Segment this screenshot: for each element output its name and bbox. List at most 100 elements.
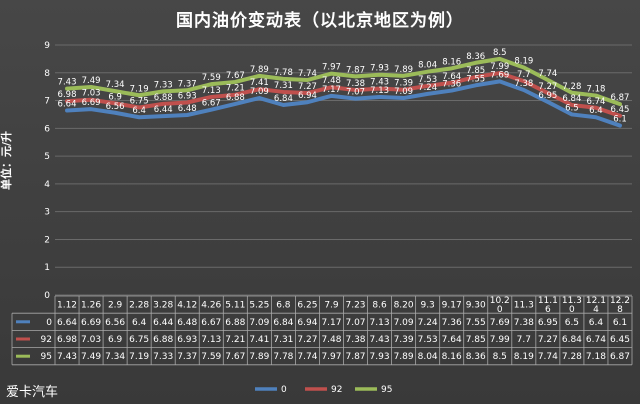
data-label: 7.49 xyxy=(82,76,101,86)
table-cell: 7.17 xyxy=(321,318,341,328)
data-label: 7.97 xyxy=(322,63,341,73)
data-label: 6.98 xyxy=(58,90,77,100)
data-label: 6.69 xyxy=(82,98,101,108)
y-tick-label: 5 xyxy=(44,152,50,162)
series-line-92 xyxy=(65,71,622,118)
data-label: 7.09 xyxy=(394,87,413,97)
table-cell: 7.69 xyxy=(490,318,510,328)
data-label: 7.37 xyxy=(178,79,197,89)
table-cell: 7.87 xyxy=(345,352,365,362)
table-cell: 7.89 xyxy=(249,352,269,362)
table-cell: 7.37 xyxy=(177,352,197,362)
category-label: 4 xyxy=(593,305,599,315)
table-cell: 6.48 xyxy=(177,318,197,328)
data-label: 8.36 xyxy=(466,52,485,62)
table-cell: 6.88 xyxy=(153,335,173,345)
data-label: 7.59 xyxy=(202,73,221,83)
table-cell: 8.16 xyxy=(442,352,462,362)
category-label: 12.1 xyxy=(586,296,606,306)
table-cell: 7.38 xyxy=(345,335,365,345)
table-cell: 6.5 xyxy=(565,318,579,328)
category-label: 0 xyxy=(497,305,503,315)
table-cell: 7.33 xyxy=(153,352,173,362)
series-line-0 xyxy=(65,79,622,128)
category-label: 11.3 xyxy=(562,296,582,306)
data-label: 7.53 xyxy=(418,75,437,85)
table-cell: 6.98 xyxy=(57,335,77,345)
data-label: 6.9 xyxy=(108,92,122,102)
data-label: 7.38 xyxy=(346,79,365,89)
watermark-text: 爱卡汽车 xyxy=(6,385,59,400)
table-cell: 6.56 xyxy=(105,318,125,328)
category-label: 7.9 xyxy=(324,301,339,311)
category-label: 10.2 xyxy=(490,296,510,306)
table-cell: 7.55 xyxy=(466,318,486,328)
category-label: 3.28 xyxy=(153,301,173,311)
category-label: 8 xyxy=(617,305,623,315)
data-label: 7.7 xyxy=(517,70,531,80)
category-label: 12.2 xyxy=(610,296,630,306)
table-cell: 7.19 xyxy=(129,352,149,362)
data-label: 6.88 xyxy=(154,93,173,103)
table-cell: 7.03 xyxy=(81,335,101,345)
table-cell: 7.7 xyxy=(517,335,531,345)
category-label: 8.20 xyxy=(394,301,414,311)
table-cell: 7.78 xyxy=(273,352,293,362)
category-label: 9.3 xyxy=(420,301,434,311)
table-cell: 7.53 xyxy=(418,335,438,345)
data-label: 7.87 xyxy=(346,65,365,75)
data-label: 7.13 xyxy=(202,86,221,96)
data-label: 7.18 xyxy=(586,85,605,95)
table-cell: 7.97 xyxy=(321,352,341,362)
series-line-95 xyxy=(65,56,622,107)
data-label: 8.5 xyxy=(493,48,507,58)
data-label: 7.33 xyxy=(154,80,173,90)
table-cell: 7.09 xyxy=(249,318,269,328)
table-cell: 6.84 xyxy=(273,318,293,328)
data-label: 7.93 xyxy=(370,64,389,74)
table-cell: 7.34 xyxy=(105,352,125,362)
data-label: 7.74 xyxy=(538,69,557,79)
category-label: 8.6 xyxy=(372,301,387,311)
data-label: 7.09 xyxy=(250,87,269,97)
y-tick-label: 2 xyxy=(44,235,50,245)
table-cell: 6.84 xyxy=(562,335,582,345)
table-cell: 7.74 xyxy=(538,352,558,362)
category-label: 9.17 xyxy=(442,301,462,311)
category-label: 6.25 xyxy=(297,301,317,311)
table-cell: 7.93 xyxy=(370,352,390,362)
data-label: 6.4 xyxy=(132,106,146,116)
data-label: 6.67 xyxy=(202,99,221,109)
category-label: 7.23 xyxy=(345,301,365,311)
table-cell: 7.59 xyxy=(201,352,221,362)
data-label: 6.84 xyxy=(562,94,581,104)
table-cell: 7.41 xyxy=(249,335,269,345)
table-cell: 8.04 xyxy=(418,352,438,362)
table-cell: 6.74 xyxy=(586,335,606,345)
data-label: 7.99 xyxy=(490,62,509,72)
category-label: 4.26 xyxy=(201,301,221,311)
data-label: 6.5 xyxy=(565,103,579,113)
table-series-name: 95 xyxy=(41,352,52,362)
table-cell: 7.85 xyxy=(466,335,486,345)
data-label: 7.48 xyxy=(322,76,341,86)
y-tick-label: 4 xyxy=(44,180,50,190)
data-label: 7.69 xyxy=(490,70,509,80)
data-label: 7.21 xyxy=(226,84,245,94)
legend-label: 92 xyxy=(331,385,342,395)
table-cell: 7.21 xyxy=(225,335,245,345)
y-tick-label: 9 xyxy=(44,41,50,51)
table-cell: 7.39 xyxy=(394,335,414,345)
table-cell: 6.64 xyxy=(57,318,77,328)
data-label: 7.41 xyxy=(250,78,269,88)
data-label: 6.56 xyxy=(106,102,125,112)
table-cell: 7.99 xyxy=(490,335,510,345)
table-cell: 7.74 xyxy=(297,352,317,362)
data-label: 7.36 xyxy=(442,80,461,90)
table-cell: 7.07 xyxy=(345,318,365,328)
data-label: 8.04 xyxy=(418,61,437,71)
table-cell: 7.18 xyxy=(586,352,606,362)
data-label: 6.74 xyxy=(586,97,605,107)
data-label: 7.55 xyxy=(466,74,485,84)
